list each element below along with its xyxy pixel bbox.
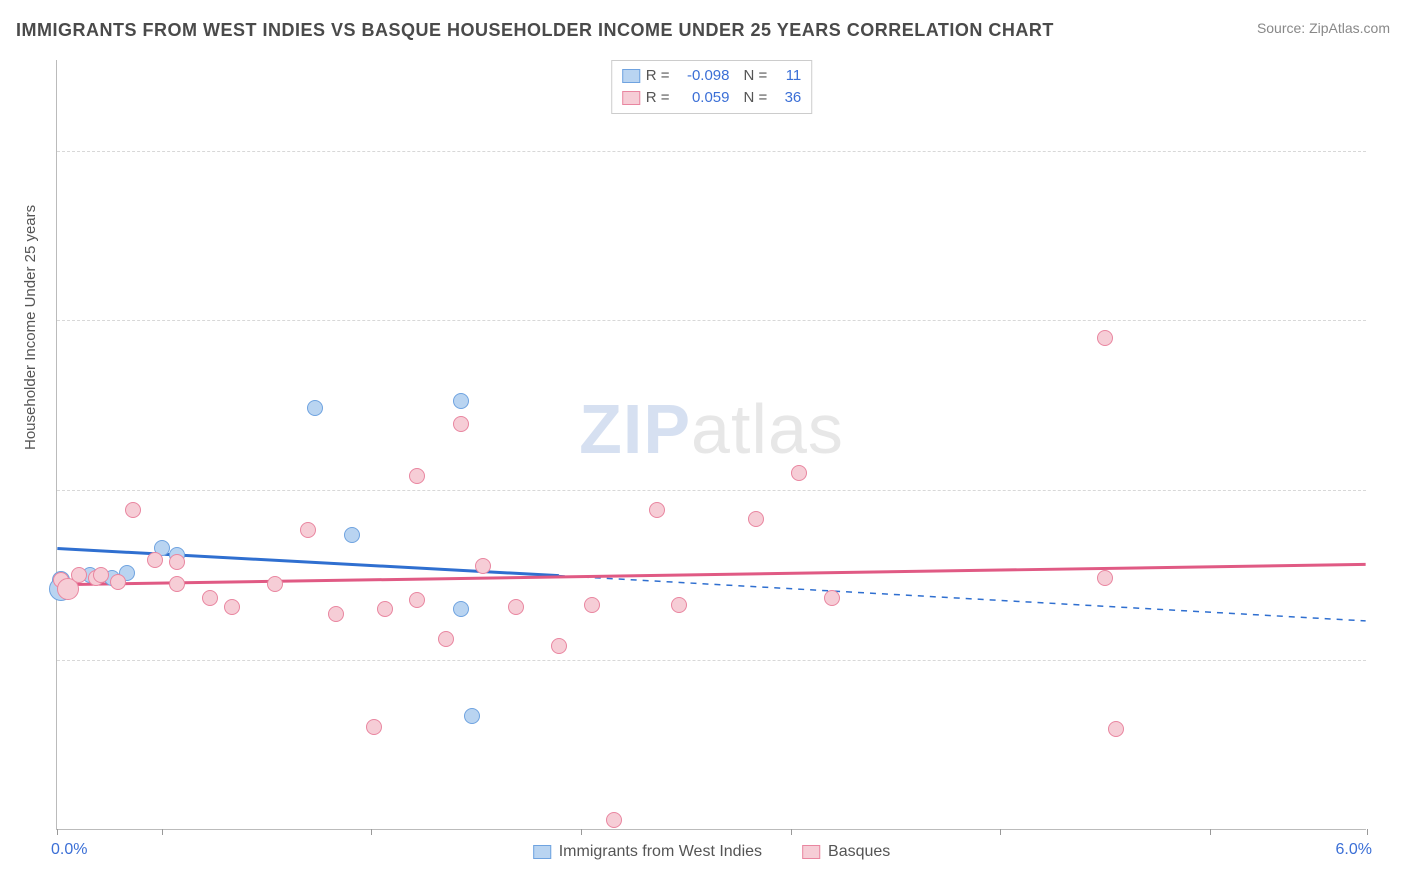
data-point-basques [366,719,382,735]
y-tick-label: $37,500 [1376,650,1406,668]
data-point-west_indies [453,393,469,409]
data-point-basques [748,511,764,527]
data-point-basques [649,502,665,518]
x-tick-mark [371,829,372,835]
data-point-basques [300,522,316,538]
series-label: Immigrants from West Indies [559,843,762,861]
x-axis-max-label: 6.0% [1336,841,1372,859]
data-point-basques [606,812,622,828]
x-tick-mark [1000,829,1001,835]
data-point-basques [328,606,344,622]
data-point-basques [377,601,393,617]
data-point-basques [71,567,87,583]
trendline-basques [57,564,1365,584]
data-point-basques [224,599,240,615]
y-tick-label: $150,000 [1376,141,1406,159]
legend-swatch [533,845,551,859]
data-point-basques [791,465,807,481]
data-point-basques [453,416,469,432]
gridline [57,151,1366,152]
data-point-basques [169,576,185,592]
y-axis-label: Householder Income Under 25 years [22,205,39,450]
data-point-basques [1108,721,1124,737]
data-point-basques [125,502,141,518]
data-point-basques [475,558,491,574]
x-tick-mark [1367,829,1368,835]
data-point-basques [267,576,283,592]
x-tick-mark [57,829,58,835]
data-point-basques [1097,330,1113,346]
data-point-west_indies [344,527,360,543]
data-point-west_indies [307,400,323,416]
data-point-basques [169,554,185,570]
x-tick-mark [791,829,792,835]
series-label: Basques [828,843,890,861]
data-point-basques [110,574,126,590]
source-link[interactable]: ZipAtlas.com [1309,20,1390,36]
data-point-basques [1097,570,1113,586]
data-point-basques [147,552,163,568]
x-axis-min-label: 0.0% [51,841,87,859]
y-tick-label: $112,500 [1376,310,1406,328]
source-label: Source: ZipAtlas.com [1257,20,1390,36]
data-point-basques [202,590,218,606]
data-point-west_indies [464,708,480,724]
x-tick-mark [1210,829,1211,835]
series-legend-item: Immigrants from West Indies [533,843,762,861]
trend-lines [57,60,1366,829]
data-point-basques [93,567,109,583]
data-point-basques [409,468,425,484]
data-point-basques [551,638,567,654]
chart-title: IMMIGRANTS FROM WEST INDIES VS BASQUE HO… [16,20,1054,41]
legend-swatch [802,845,820,859]
data-point-basques [438,631,454,647]
series-legend: Immigrants from West Indies Basques [533,843,891,861]
series-legend-item: Basques [802,843,890,861]
data-point-basques [671,597,687,613]
y-tick-label: $75,000 [1376,480,1406,498]
x-tick-mark [162,829,163,835]
gridline [57,320,1366,321]
data-point-basques [584,597,600,613]
data-point-basques [508,599,524,615]
data-point-basques [824,590,840,606]
plot-area: ZIPatlas R =-0.098N =11R =0.059N =36 0.0… [56,60,1366,830]
gridline [57,660,1366,661]
x-tick-mark [581,829,582,835]
data-point-west_indies [453,601,469,617]
data-point-basques [409,592,425,608]
gridline [57,490,1366,491]
